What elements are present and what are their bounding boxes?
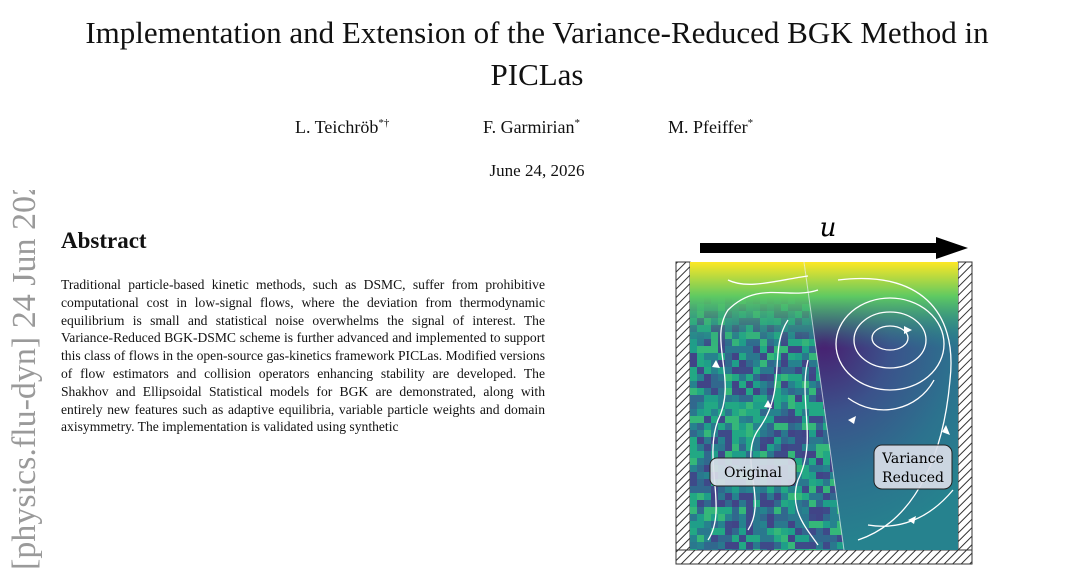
author-2-affiliation-marks: * — [574, 117, 581, 129]
streamline-arrows — [712, 326, 950, 524]
cavity-flow-figure: u — [668, 220, 988, 565]
original-label: Original — [724, 465, 782, 481]
author-2-name: F. Garmirian — [483, 117, 575, 137]
variance-reduced-label-line-1: Variance — [881, 451, 944, 467]
lid-arrow-head — [936, 237, 968, 259]
abstract-heading: Abstract — [61, 228, 147, 253]
right-wall — [957, 261, 973, 565]
author-3: M. Pfeiffer* — [668, 117, 753, 138]
lid-arrow-shaft — [700, 243, 940, 253]
author-1-affiliation-marks: *† — [378, 117, 390, 129]
paper-date: June 24, 2026 — [489, 161, 585, 180]
paper-title-line-2: PICLas — [490, 57, 584, 92]
paper-title-line-1: Implementation and Extension of the Vari… — [85, 15, 989, 50]
split-line — [803, 261, 845, 551]
abstract-body: Traditional particle-based kinetic metho… — [61, 277, 545, 435]
variance-reduced-label-box: Variance Reduced — [873, 444, 953, 490]
variance-reduced-label-line-2: Reduced — [882, 470, 944, 486]
author-3-affiliation-marks: * — [747, 117, 754, 129]
original-label-box: Original — [709, 457, 797, 487]
author-2: F. Garmirian* — [483, 117, 580, 138]
author-3-name: M. Pfeiffer — [668, 117, 748, 137]
arxiv-stamp-text: [physics.flu-dyn] 24 Jun 2026 — [6, 190, 43, 568]
bottom-wall — [675, 549, 973, 565]
left-wall — [675, 261, 691, 565]
velocity-label: u — [820, 220, 837, 243]
author-1: L. Teichröb*† — [295, 117, 389, 138]
author-1-name: L. Teichröb — [295, 117, 379, 137]
author-list: L. Teichröb*† F. Garmirian* M. Pfeiffer* — [0, 117, 1074, 143]
cavity-flow-svg: u — [675, 220, 973, 565]
arxiv-stamp: [physics.flu-dyn] 24 Jun 2026 — [4, 190, 44, 568]
paper-title: Implementation and Extension of the Vari… — [0, 12, 1074, 96]
